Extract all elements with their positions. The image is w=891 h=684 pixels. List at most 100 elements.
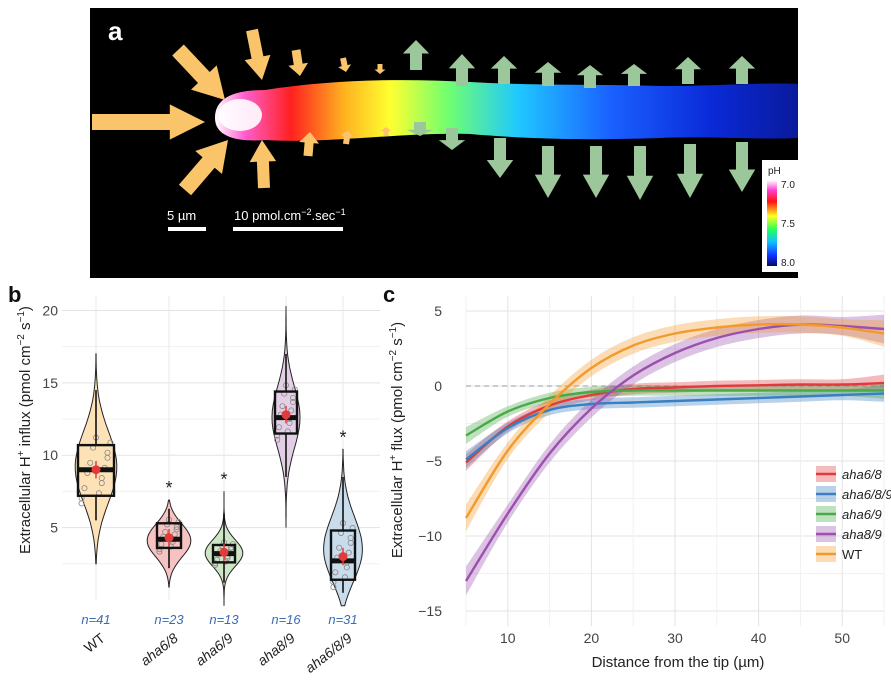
tube-tip bbox=[218, 99, 262, 131]
data-point bbox=[98, 475, 105, 482]
panel-c-letter: c bbox=[383, 282, 395, 307]
box bbox=[273, 390, 299, 435]
y-tick-label: 5 bbox=[50, 520, 58, 536]
efflux-arrow bbox=[486, 138, 514, 178]
n-label: n=31 bbox=[328, 612, 357, 627]
data-point bbox=[173, 526, 180, 533]
data-point bbox=[290, 399, 297, 406]
panel-a-letter: a bbox=[108, 16, 123, 46]
legend-label: aha6/9 bbox=[842, 507, 882, 522]
n-label: n=23 bbox=[154, 612, 184, 627]
mean-marker bbox=[164, 533, 174, 543]
efflux-arrow bbox=[676, 144, 704, 198]
data-point bbox=[286, 420, 293, 427]
efflux-arrow bbox=[490, 56, 518, 84]
box bbox=[329, 529, 357, 581]
violin bbox=[74, 353, 118, 565]
series-line bbox=[465, 381, 885, 464]
panel-c-y-ticks: −15 −10 −5 0 5 bbox=[418, 303, 442, 619]
mean-marker bbox=[338, 552, 348, 562]
flux-scale-bar bbox=[233, 227, 343, 231]
n-label: n=41 bbox=[81, 612, 110, 627]
efflux-arrow bbox=[674, 57, 702, 84]
data-point bbox=[162, 528, 169, 535]
colorbar bbox=[767, 180, 777, 266]
panel-b-y-ticks: 5 10 15 20 bbox=[42, 302, 58, 535]
y-tick-label: 15 bbox=[42, 375, 58, 391]
x-tick-label: 10 bbox=[500, 630, 516, 646]
influx-arrow bbox=[244, 28, 271, 80]
data-point bbox=[275, 424, 282, 431]
mean-marker bbox=[91, 465, 101, 475]
efflux-arrow bbox=[582, 146, 610, 198]
efflux-arrow bbox=[448, 54, 476, 86]
length-scale-bar bbox=[168, 227, 206, 231]
colorbar-tick: 7.5 bbox=[781, 219, 795, 230]
panel-c-grid bbox=[465, 296, 885, 626]
data-point bbox=[345, 549, 352, 556]
legend-label: WT bbox=[842, 547, 862, 562]
n-label: n=13 bbox=[209, 612, 239, 627]
panel-b: b 5 10 15 20 Extracellular H+ influx (pmol … bbox=[8, 282, 380, 676]
efflux-arrow bbox=[438, 128, 466, 150]
efflux-arrow bbox=[406, 122, 434, 136]
panel-c-x-ticks: 10 20 30 40 50 bbox=[500, 630, 850, 646]
influx-arrow bbox=[92, 104, 205, 140]
colorbar-tick: 7.0 bbox=[781, 180, 795, 191]
length-scale-label: 5 µm bbox=[167, 208, 196, 223]
flux-scale-label: 10 pmol.cm−2.sec−1 bbox=[234, 207, 346, 223]
data-point bbox=[81, 485, 88, 492]
influx-arrow bbox=[374, 64, 386, 74]
panel-b-y-axis-label: Extracellular H+ influx (pmol cm−2 s−1) bbox=[16, 306, 34, 554]
y-tick-label: 20 bbox=[42, 302, 58, 318]
influx-arrow bbox=[299, 132, 319, 157]
legend-label: aha6/8/9 bbox=[842, 487, 891, 502]
x-tick-label: aha6/8/9 bbox=[302, 630, 355, 676]
influx-arrow bbox=[340, 130, 354, 145]
n-label: n=16 bbox=[271, 612, 301, 627]
x-tick-label: 20 bbox=[584, 630, 600, 646]
panel-b-n-labels: n=41 n=23 n=13 n=16 n=31 bbox=[81, 612, 357, 627]
influx-arrows bbox=[92, 28, 392, 196]
significance-star: * bbox=[165, 478, 172, 498]
panel-c-series bbox=[464, 314, 885, 596]
panel-c-legend: aha6/8 aha6/8/9 aha6/9 aha8/9 WT bbox=[816, 466, 891, 562]
data-point bbox=[288, 407, 295, 414]
panel-a: a 5 µm 10 pmol.cm−2.sec−1 pH 7.0 7.5 8.0 bbox=[90, 8, 798, 278]
influx-arrow bbox=[178, 140, 228, 196]
significance-star: * bbox=[339, 427, 346, 447]
x-tick-label: WT bbox=[81, 629, 108, 655]
efflux-arrow bbox=[620, 64, 648, 86]
efflux-arrow bbox=[402, 40, 430, 70]
efflux-arrow bbox=[534, 146, 562, 198]
series-line bbox=[464, 322, 885, 519]
efflux-arrow bbox=[728, 56, 756, 84]
data-point bbox=[279, 403, 286, 410]
data-point bbox=[274, 436, 281, 443]
influx-arrow bbox=[338, 57, 352, 72]
x-tick-label: 30 bbox=[667, 630, 683, 646]
series-line bbox=[465, 392, 885, 461]
mean-marker bbox=[219, 547, 229, 557]
mean-marker bbox=[281, 410, 291, 420]
significance-star: * bbox=[220, 469, 227, 489]
efflux-arrow bbox=[626, 146, 654, 200]
data-point bbox=[347, 534, 354, 541]
y-tick-label: −5 bbox=[426, 453, 442, 469]
data-point bbox=[336, 544, 343, 551]
influx-arrow bbox=[249, 140, 277, 189]
data-point bbox=[104, 449, 111, 456]
data-point bbox=[87, 459, 94, 466]
data-point bbox=[175, 519, 182, 526]
y-tick-label: 5 bbox=[434, 303, 442, 319]
influx-arrow bbox=[172, 44, 225, 100]
efflux-arrow bbox=[576, 65, 604, 88]
y-tick-label: 10 bbox=[42, 447, 58, 463]
y-tick-label: −15 bbox=[418, 603, 442, 619]
data-point bbox=[167, 543, 174, 550]
y-tick-label: −10 bbox=[418, 528, 442, 544]
confidence-band bbox=[466, 382, 884, 444]
panel-c-y-axis-label: Extracellular H+ flux (pmol cm−2 s−1) bbox=[388, 322, 406, 558]
series-line bbox=[465, 389, 884, 437]
